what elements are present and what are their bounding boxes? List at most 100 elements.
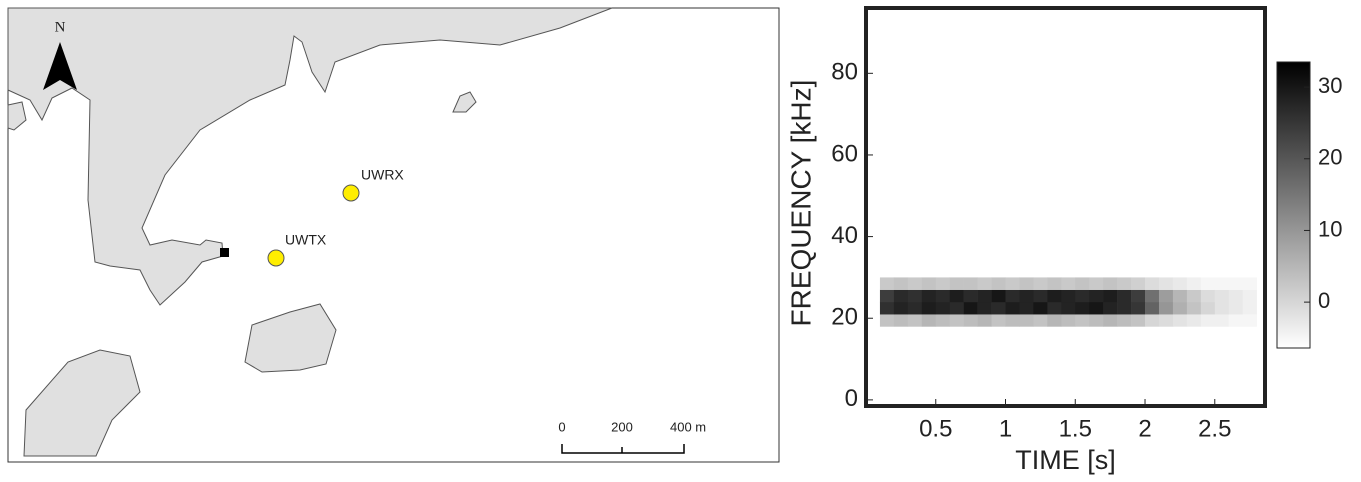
colorbar-tick-label: 30 [1318,73,1342,98]
heat-cell [921,314,937,327]
heat-cell [935,277,951,290]
heat-cell [991,301,1006,315]
heat-cell [977,289,992,303]
heat-cell [1228,289,1243,303]
scale-label: 0 [558,419,565,434]
heat-cell [879,289,895,303]
colorbar-tick-label: 0 [1318,288,1330,313]
heat-cell [1214,277,1230,290]
heat-cell [879,314,895,327]
scale-label: 200 [611,419,633,434]
heat-cell [991,314,1006,327]
north-arrow [43,42,77,90]
heat-cell [1242,314,1257,327]
heat-cell [1089,314,1104,327]
heat-cell [1186,289,1202,303]
heat-cell [949,277,964,290]
heat-cell [1103,314,1118,327]
heat-cell [1214,301,1230,315]
heat-cell [1089,301,1104,315]
x-tick-label: 1.5 [1059,415,1092,442]
heat-cell [1103,289,1118,303]
y-tick-label: 80 [831,59,858,86]
heat-cell [1005,289,1020,303]
heat-cell [1200,289,1216,303]
heat-cell [1145,301,1160,315]
heat-cell [907,301,923,315]
heat-cell [1242,277,1257,290]
heat-cell [1172,289,1188,303]
heat-cell [1228,301,1243,315]
heat-cell [1200,301,1216,315]
heat-cell [1186,314,1202,327]
heat-cell [1214,289,1230,303]
heat-cell [1089,277,1104,290]
heat-cell [1019,277,1034,290]
heat-cell [1131,289,1146,303]
heat-cell [1061,277,1076,290]
heat-cell [963,289,978,303]
heat-cell [1158,314,1174,327]
heat-cell [1033,277,1048,290]
heat-cell [1117,301,1132,315]
y-tick-label: 60 [831,140,858,167]
heat-cell [893,277,909,290]
x-tick-label: 1 [999,415,1012,442]
heat-cell [1186,277,1202,290]
heat-cell [1158,277,1174,290]
heat-cell [1075,289,1090,303]
heat-cell [1172,314,1188,327]
heat-cell [921,289,937,303]
colorbar-tick-label: 20 [1318,145,1342,170]
heat-cell [977,314,992,327]
heat-cell [1005,314,1020,327]
heat-cell [949,301,964,315]
x-tick-label: 2 [1138,415,1151,442]
heat-cell [1214,314,1230,327]
heat-cell [1172,301,1188,315]
spectrogram: 0.5 1 1.5 2 2.5 0 20 40 60 80 TIME [s] FREQUENCY [k… [785,6,1342,475]
heat-cell [1172,277,1188,290]
heat-cell [1158,289,1174,303]
heat-cell [1158,301,1174,315]
heat-cell [1089,289,1104,303]
heat-cell [1061,289,1076,303]
heat-cell [1242,301,1257,315]
heat-cell [1145,277,1160,290]
heat-cell [1103,301,1118,315]
heat-cell [1047,314,1062,327]
heat-cell [1117,289,1132,303]
heat-cell [893,289,909,303]
island [244,303,337,373]
island [7,101,27,131]
x-tick-label: 0.5 [919,415,952,442]
station [267,249,285,267]
heat-cell [907,289,923,303]
north-label: N [55,19,66,35]
heat-cell [963,301,978,315]
island [452,91,477,113]
heat-cell [935,314,951,327]
heat-cell [1005,277,1020,290]
heat-cell [977,301,992,315]
heat-cell [921,277,937,290]
y-tick-label: 40 [831,222,858,249]
heat-cell [977,277,992,290]
heat-cell [1019,289,1034,303]
heat-cell [921,301,937,315]
heat-cell [1145,314,1160,327]
heat-cell [963,314,978,327]
heat-cell [1005,301,1020,315]
heat-cell [1186,301,1202,315]
heat-cell [1131,314,1146,327]
heat-cell [1047,301,1062,315]
island [23,349,141,457]
heat-cell [1200,277,1216,290]
heat-cell [1019,301,1034,315]
scale-label: 400 m [670,419,706,434]
x-tick-label: 2.5 [1198,415,1231,442]
heat-cell [1061,314,1076,327]
heat-cell [907,277,923,290]
heat-cell [1047,277,1062,290]
